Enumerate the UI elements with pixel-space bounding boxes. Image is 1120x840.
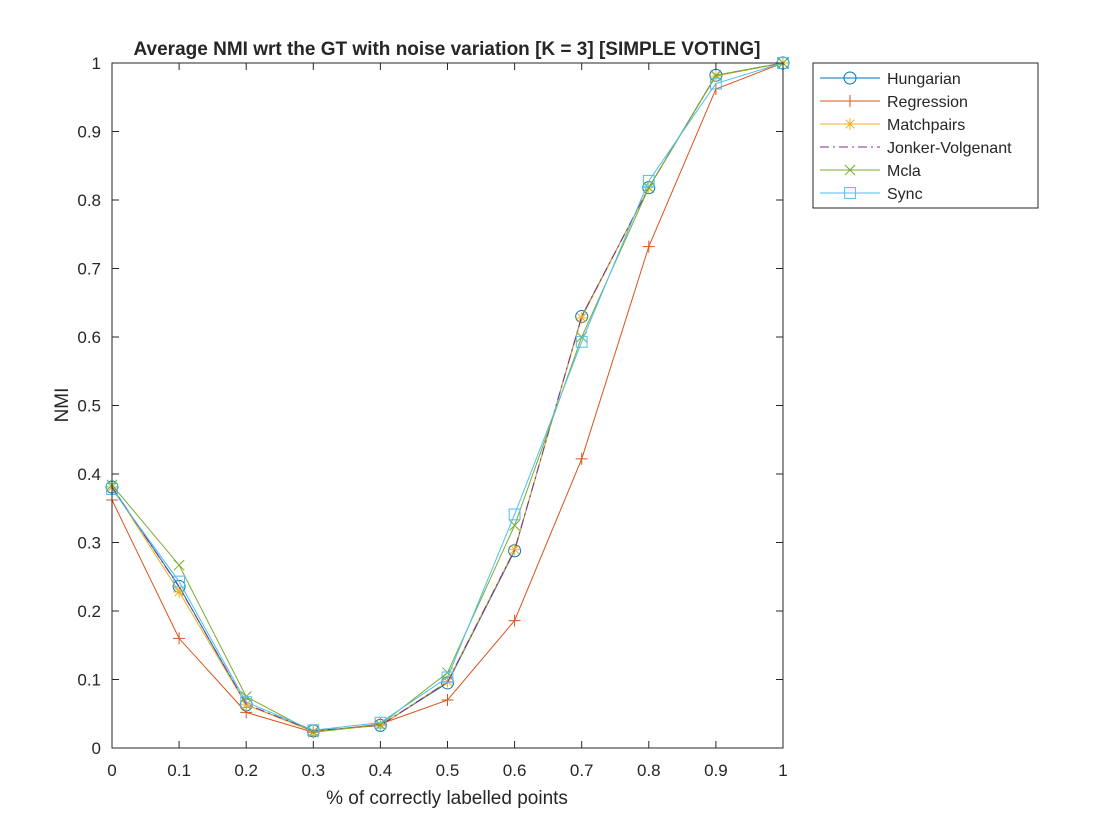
y-tick-label: 0.2 [77,602,101,621]
legend-box [812,62,1039,209]
legend-item: Matchpairs [820,117,965,134]
x-tick-label: 1 [778,761,787,780]
x-tick-label: 0.5 [436,761,460,780]
axes-border [111,62,784,749]
legend-item: Jonker-Volgenant [820,140,1012,157]
legend: Hungarian Regression Matchpairs Jonker-Volg… [812,62,1039,209]
y-tick-label: 0 [92,739,101,758]
legend-marker [843,71,857,85]
data-point [642,240,655,253]
x-tick-label: 0.7 [570,761,594,780]
data-point [441,671,454,684]
y-tick-label: 0.3 [77,534,101,553]
legend-label: Sync [887,186,923,203]
legend-marker [844,95,856,107]
legend-label: Regression [887,94,968,111]
y-tick-label: 0.1 [77,671,101,690]
data-point [710,77,722,90]
y-tick-label: 0.9 [77,123,101,142]
y-tick-label: 0.4 [77,465,101,484]
x-tick-label: 0.9 [704,761,728,780]
data-point [710,69,722,81]
series-lines [105,56,790,739]
data-point [642,174,655,187]
x-tick-label: 0.1 [167,761,191,780]
data-point [508,543,521,556]
x-tick-label: 0 [107,761,116,780]
data-point [441,694,454,707]
data-point [508,614,521,627]
series-sync [106,57,789,737]
series-line [111,62,784,732]
y-axis-label: NMI [52,388,73,423]
legend-item: Regression [820,94,968,111]
x-tick-label: 0.8 [637,761,661,780]
data-point [575,311,588,324]
data-point [173,632,186,645]
x-axis-label: % of correctly labelled points [326,788,568,809]
plot-area [112,63,783,748]
y-tick-label: 1 [92,54,101,73]
data-point [374,716,387,729]
data-point [508,508,521,521]
data-point [307,724,320,737]
y-tick-label: 0.5 [77,397,101,416]
x-tick-label: 0.2 [234,761,258,780]
data-point [643,182,655,194]
data-point [575,335,588,348]
chart-title: Average NMI wrt the GT with noise variat… [134,39,761,60]
data-point [575,452,588,465]
legend-marker [844,164,856,176]
data-point [173,559,185,571]
legend-item: Mcla [820,163,921,180]
legend-label: Matchpairs [887,117,965,134]
legend-label: Mcla [887,163,921,180]
axes-frame [111,62,784,749]
legend-marker [844,187,856,199]
series-jonker-volgenant [111,62,784,732]
x-tick-label: 0.4 [369,761,393,780]
series-line [111,62,784,731]
data-point [240,696,253,709]
legend-items: Hungarian Regression Matchpairs Jonker-Volg… [820,71,1012,203]
data-point [173,585,186,598]
legend-label: Hungarian [887,71,961,88]
legend-item: Hungarian [820,71,961,88]
legend-label: Jonker-Volgenant [887,140,1012,157]
x-tick-label: 0.3 [301,761,325,780]
data-point [173,575,185,588]
legend-marker [844,118,856,130]
y-tick-label: 0.8 [77,191,101,210]
y-tick-label: 0.6 [77,328,101,347]
legend-item: Sync [820,186,923,203]
data-point [240,698,253,711]
y-tick-label: 0.7 [77,260,101,279]
x-tick-label: 0.6 [503,761,527,780]
axis-ticks: 0 0.1 0.2 0.3 0.4 0.5 0.6 0.7 0.8 0.9 1 0 0.1 0.2 0.3 0… [77,54,787,780]
